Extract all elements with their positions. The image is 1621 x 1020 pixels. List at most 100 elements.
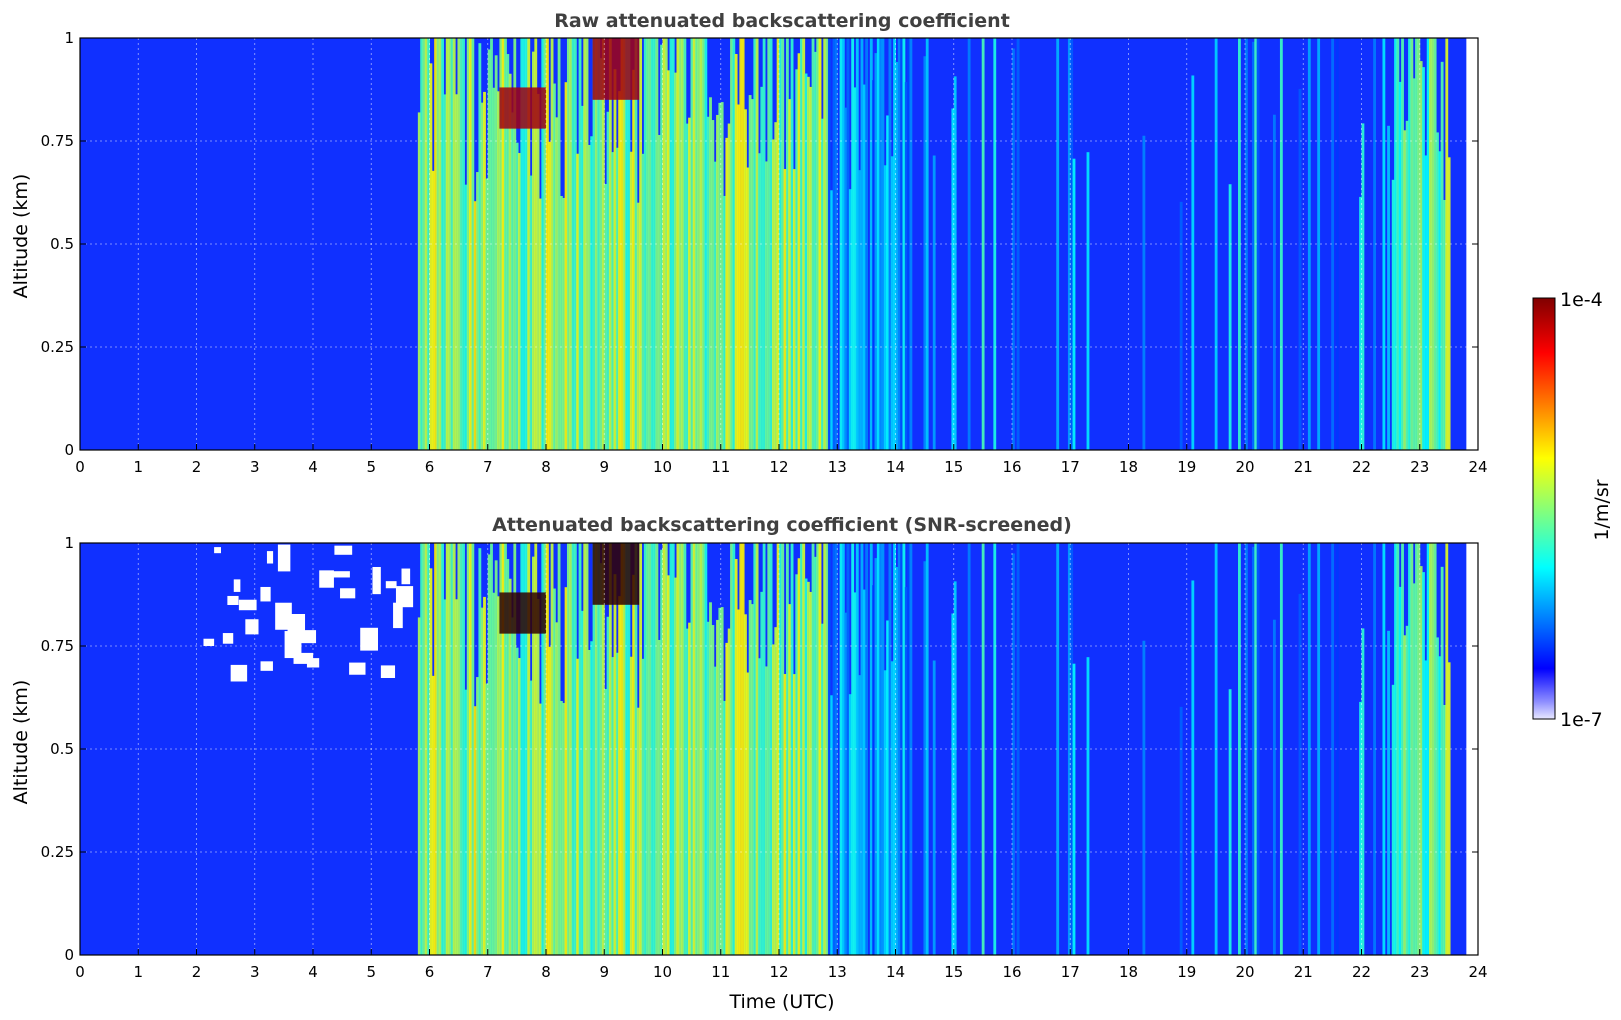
heatmap-column <box>792 674 796 955</box>
heatmap-column <box>1419 566 1423 955</box>
screened-gap <box>401 568 411 585</box>
heatmap-column <box>667 70 670 450</box>
colorbar: 1e-4 1e-7 1/m/sr <box>1532 289 1613 731</box>
heatmap-column <box>848 694 852 955</box>
heatmap-column <box>518 658 521 955</box>
colorbar-gradient <box>1532 297 1556 720</box>
heatmap-column <box>709 97 712 450</box>
heatmap-column <box>429 63 433 450</box>
x-tick-label: 11 <box>711 458 730 476</box>
heatmap-area <box>80 543 1467 955</box>
heatmap-column <box>662 543 666 955</box>
heatmap-column <box>907 543 910 955</box>
heatmap-column <box>452 38 456 450</box>
heatmap-column <box>851 543 855 955</box>
colorbar-label: 1/m/sr <box>1591 479 1613 540</box>
heatmap-column <box>1443 199 1446 450</box>
heatmap-column <box>455 599 458 955</box>
axis-ticks: 0 1 2 3 4 5 6 7 8 9 10 11 12 13 14 15 16 17 18 19 20 21 22 23 24… <box>41 29 1488 476</box>
heatmap-column <box>702 38 705 450</box>
heatmap-column <box>480 102 484 450</box>
heatmap-column <box>772 139 775 450</box>
heatmap-column <box>674 577 677 955</box>
heatmap-column <box>1438 151 1442 450</box>
heatmap-column <box>580 610 584 955</box>
heatmap-column <box>478 43 482 451</box>
x-tick-label: 6 <box>425 963 435 981</box>
heatmap-column <box>480 607 484 955</box>
screened-gap <box>360 627 379 651</box>
heatmap-column <box>1440 566 1444 955</box>
heatmap-column <box>592 543 596 955</box>
y-tick-label: 0.5 <box>50 740 74 758</box>
heatmap-column <box>748 600 752 955</box>
heatmap-column <box>1417 38 1421 450</box>
heatmap-column <box>874 53 878 451</box>
x-tick-label: 13 <box>828 963 847 981</box>
heatmap-column <box>506 559 510 955</box>
screened-gap <box>203 638 215 647</box>
heatmap-column <box>501 38 505 450</box>
heatmap-column <box>627 38 631 450</box>
x-tick-label: 1 <box>133 458 143 476</box>
heatmap-column <box>804 578 808 955</box>
heatmap-column <box>462 38 465 450</box>
colorbar-min-label: 1e-7 <box>1560 709 1603 731</box>
heatmap-column <box>1072 663 1076 955</box>
x-tick-label: 20 <box>1235 458 1254 476</box>
heatmap-column <box>429 568 433 955</box>
heatmap-column <box>676 38 680 450</box>
screened-gap <box>230 664 248 682</box>
heatmap-column <box>1307 38 1311 450</box>
heatmap-column <box>774 122 778 451</box>
y-tick-label: 1 <box>64 534 74 552</box>
heatmap-column <box>1272 619 1276 955</box>
heatmap-column <box>1405 625 1409 955</box>
heatmap-column <box>827 543 831 955</box>
heatmap-column <box>902 543 906 955</box>
heatmap-column <box>564 82 568 450</box>
heatmap-column <box>546 38 549 450</box>
heatmap-column <box>604 183 608 450</box>
heatmap-column <box>706 621 710 955</box>
heatmap-column <box>443 599 447 955</box>
heatmap-column <box>713 161 717 450</box>
heatmap-column <box>1398 586 1402 955</box>
heatmap-column <box>618 91 622 450</box>
heatmap-column <box>601 38 605 450</box>
heatmap-column <box>967 543 971 955</box>
heatmap-column <box>848 189 852 450</box>
screened-gap <box>298 630 317 644</box>
heatmap-column <box>590 136 594 450</box>
heatmap-column <box>541 38 545 450</box>
heatmap-cell-high <box>499 87 546 129</box>
heatmap-column <box>841 543 845 955</box>
heatmap-column <box>671 38 675 450</box>
screened-gap <box>385 581 397 589</box>
heatmap-column <box>527 543 531 955</box>
heatmap-column <box>604 688 608 955</box>
heatmap-column <box>494 55 498 450</box>
heatmap-column <box>483 596 486 955</box>
heatmap-column <box>1419 61 1423 451</box>
heatmap-column <box>1396 38 1400 450</box>
heatmap-column <box>851 38 855 450</box>
heatmap-column <box>841 38 845 450</box>
heatmap-column <box>515 647 519 955</box>
heatmap-column <box>816 543 820 955</box>
heatmap-column <box>751 604 754 955</box>
x-tick-label: 2 <box>192 963 202 981</box>
heatmap-column <box>897 38 901 450</box>
heatmap-column <box>671 543 675 955</box>
heatmap-column <box>1331 543 1335 955</box>
screened-gap <box>334 545 353 555</box>
heatmap-column <box>1391 179 1395 450</box>
heatmap-column <box>688 622 691 955</box>
heatmap-column <box>1447 662 1451 955</box>
heatmap-column <box>583 38 587 450</box>
heatmap-column <box>522 543 526 955</box>
heatmap-column <box>1424 155 1428 450</box>
heatmap-column <box>802 543 806 955</box>
heatmap-column <box>1191 75 1195 450</box>
